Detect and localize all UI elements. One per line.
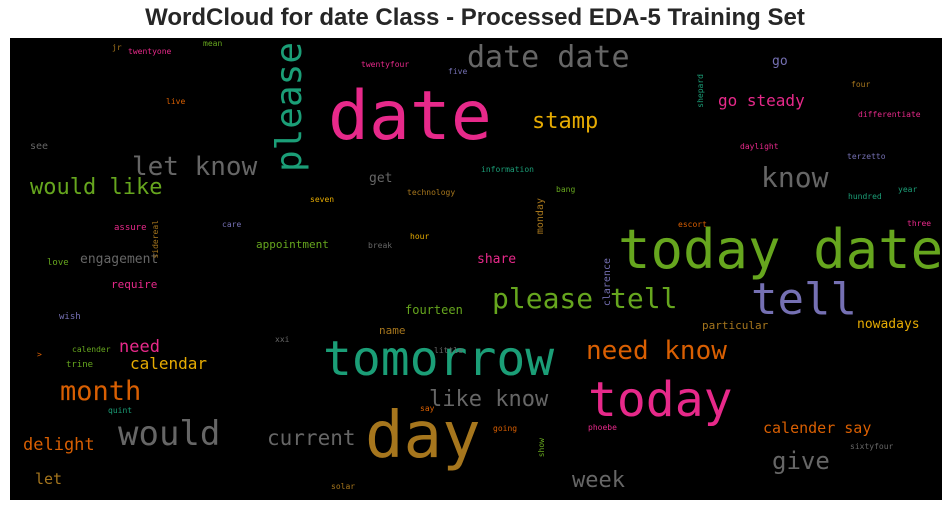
- word-twentyone: twentyone: [128, 47, 172, 56]
- word-technology: technology: [407, 188, 456, 197]
- word-stamp: stamp: [532, 109, 599, 134]
- word-like-know: like know: [429, 387, 549, 412]
- word-fourteen: fourteen: [405, 303, 463, 317]
- word-would-like: would like: [30, 175, 163, 200]
- word-week: week: [572, 468, 625, 493]
- word-delight: delight: [23, 435, 95, 455]
- word-mean: mean: [203, 39, 223, 48]
- word-little: little: [434, 346, 463, 355]
- word-please-tell: please tell: [492, 282, 678, 315]
- word-give: give: [772, 447, 830, 475]
- word-live: live: [166, 97, 186, 106]
- word-going: going: [493, 424, 518, 433]
- word-see: see: [30, 141, 49, 152]
- word-get: get: [369, 171, 393, 186]
- word-say: say: [420, 404, 435, 413]
- word-shepard: shepard: [696, 74, 705, 108]
- word-twentyfour: twentyfour: [361, 60, 410, 69]
- word-date: date: [328, 77, 492, 156]
- word-three: three: [907, 219, 932, 228]
- word-bang: bang: [556, 185, 576, 194]
- word-show: show: [537, 438, 546, 458]
- word-escort: escort: [678, 220, 707, 229]
- word-trine: trine: [66, 360, 94, 370]
- word-date-date: date date: [467, 40, 630, 75]
- word-require: require: [111, 278, 158, 291]
- word-let: let: [35, 470, 63, 488]
- word-hundred: hundred: [848, 192, 882, 201]
- word-year: year: [898, 185, 918, 194]
- word-solar: solar: [331, 482, 356, 491]
- word-monday: monday: [535, 198, 546, 235]
- word-care: care: [222, 220, 242, 229]
- word-differentiate: differentiate: [858, 110, 921, 119]
- word-quint: quint: [108, 406, 133, 415]
- word-assure: assure: [114, 223, 147, 233]
- word-wish: wish: [59, 312, 81, 322]
- word-xxi: xxi: [275, 335, 290, 344]
- word-greater-than: >: [37, 350, 42, 359]
- word-break: break: [368, 241, 393, 250]
- word-calendar: calendar: [130, 354, 208, 373]
- word-love: love: [47, 258, 69, 268]
- word-sixtyfour: sixtyfour: [850, 442, 894, 451]
- word-tomorrow: tomorrow: [323, 331, 555, 387]
- word-tell: tell: [751, 274, 857, 325]
- word-would: would: [118, 414, 221, 454]
- word-four: four: [851, 80, 871, 89]
- word-clarence: clarence: [602, 258, 613, 307]
- word-terzetto: terzetto: [847, 152, 886, 161]
- word-appointment: appointment: [256, 238, 329, 251]
- word-today-date: today date: [618, 218, 942, 281]
- word-daylight: daylight: [740, 142, 779, 151]
- word-day: day: [365, 399, 481, 473]
- word-information: information: [481, 165, 534, 174]
- word-please: please: [269, 42, 310, 173]
- word-need: need: [119, 337, 160, 357]
- word-name: name: [379, 324, 406, 337]
- word-hour: hour: [410, 232, 430, 241]
- word-go: go: [772, 54, 788, 69]
- word-need-know: need know: [586, 336, 727, 366]
- word-nowadays: nowadays: [857, 317, 920, 332]
- word-month: month: [60, 376, 142, 407]
- word-calender: calender: [72, 345, 111, 354]
- word-five: five: [448, 67, 468, 76]
- word-phoebe: phoebe: [588, 423, 617, 432]
- word-sidereal: sidereal: [151, 220, 160, 259]
- word-engagement: engagement: [80, 252, 159, 267]
- word-share: share: [477, 252, 517, 267]
- wordcloud-canvas: date today date day tomorrow today tell please…: [10, 38, 942, 500]
- word-know: know: [761, 161, 829, 194]
- word-let-know: let know: [132, 152, 258, 182]
- word-go-steady: go steady: [718, 91, 805, 110]
- word-current: current: [267, 426, 356, 450]
- chart-title: WordCloud for date Class - Processed EDA…: [145, 4, 805, 31]
- word-jr: jr: [112, 43, 122, 52]
- word-calender-say: calender say: [763, 419, 872, 437]
- word-particular: particular: [702, 319, 769, 332]
- word-today: today: [588, 372, 733, 428]
- word-seven: seven: [310, 195, 335, 204]
